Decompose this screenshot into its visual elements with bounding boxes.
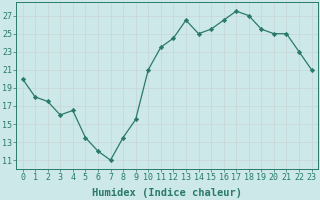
X-axis label: Humidex (Indice chaleur): Humidex (Indice chaleur) xyxy=(92,188,242,198)
